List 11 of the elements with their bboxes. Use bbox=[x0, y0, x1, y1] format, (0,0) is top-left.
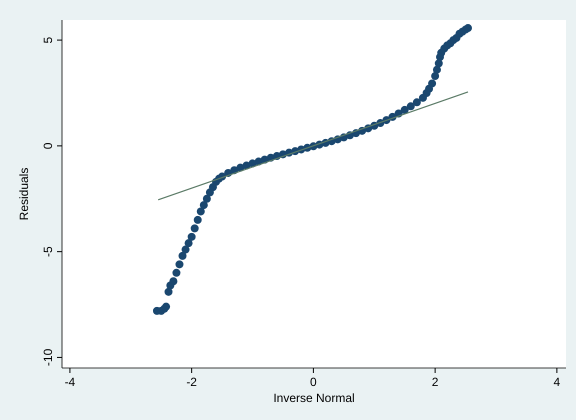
y-tick-label: 5 bbox=[41, 36, 55, 44]
y-axis-title: Residuals bbox=[17, 168, 31, 220]
x-tick-label: 2 bbox=[432, 375, 439, 389]
x-tick-label: 4 bbox=[554, 375, 561, 389]
x-tick-label: -4 bbox=[64, 375, 76, 389]
x-axis-title: Inverse Normal bbox=[273, 391, 355, 405]
x-tick-label: 0 bbox=[310, 375, 318, 389]
y-tick-label: -10 bbox=[41, 348, 55, 366]
x-tick-label: -2 bbox=[186, 375, 198, 389]
y-tick-label: -5 bbox=[41, 246, 55, 257]
y-tick-label: 0 bbox=[41, 142, 55, 150]
